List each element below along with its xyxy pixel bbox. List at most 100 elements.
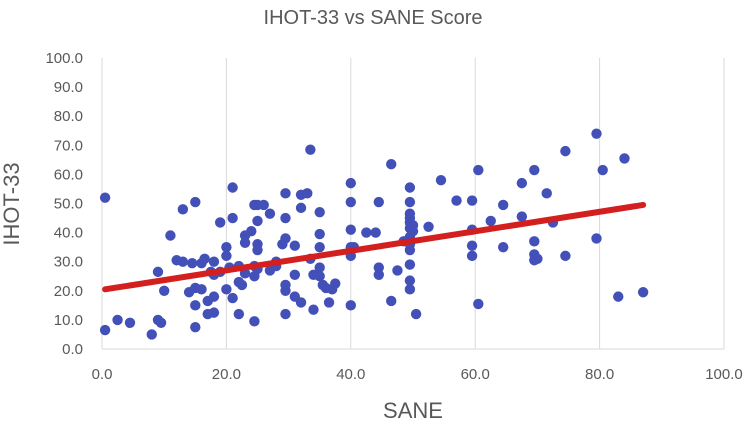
y-tick-label: 90.0 bbox=[54, 79, 83, 96]
data-point bbox=[227, 292, 238, 304]
data-point bbox=[280, 285, 291, 296]
y-tick-label: 40.0 bbox=[54, 225, 83, 242]
data-point bbox=[330, 278, 341, 289]
data-point bbox=[613, 291, 624, 302]
data-point bbox=[314, 207, 325, 218]
y-tick-label: 20.0 bbox=[54, 283, 83, 300]
data-point bbox=[233, 308, 245, 320]
data-point bbox=[124, 317, 136, 329]
data-point bbox=[227, 212, 238, 224]
data-point bbox=[252, 244, 263, 256]
data-point bbox=[370, 227, 381, 238]
data-point bbox=[529, 164, 540, 176]
data-point bbox=[529, 236, 540, 247]
data-point bbox=[404, 259, 416, 270]
x-tick-label: 40.0 bbox=[336, 366, 365, 383]
data-point bbox=[404, 244, 416, 256]
data-point bbox=[221, 250, 232, 262]
data-point bbox=[295, 297, 307, 308]
data-point bbox=[373, 262, 384, 273]
data-point bbox=[190, 196, 201, 208]
data-point bbox=[497, 199, 509, 211]
data-point bbox=[560, 250, 571, 262]
data-point bbox=[152, 266, 164, 278]
y-tick-label: 100.0 bbox=[45, 50, 83, 67]
data-point bbox=[410, 308, 422, 320]
data-point bbox=[404, 284, 416, 295]
data-point bbox=[516, 177, 528, 189]
data-point bbox=[221, 284, 232, 295]
data-point bbox=[451, 195, 462, 206]
data-point bbox=[239, 237, 251, 248]
data-point bbox=[597, 164, 608, 176]
data-point bbox=[208, 256, 220, 267]
data-point bbox=[637, 287, 649, 298]
data-point bbox=[619, 153, 630, 164]
data-point bbox=[280, 308, 291, 320]
data-point bbox=[466, 195, 478, 206]
data-point bbox=[314, 262, 325, 273]
x-tick-label: 100.0 bbox=[705, 366, 743, 383]
data-point bbox=[208, 307, 220, 318]
data-point bbox=[249, 316, 260, 327]
data-point bbox=[264, 208, 276, 219]
y-tick-label: 80.0 bbox=[54, 108, 83, 125]
data-point bbox=[314, 271, 325, 282]
data-point bbox=[305, 144, 316, 155]
data-point bbox=[466, 250, 478, 262]
y-tick-label: 50.0 bbox=[54, 196, 83, 213]
x-axis-title: SANE bbox=[383, 398, 443, 423]
x-tick-label: 0.0 bbox=[92, 366, 113, 383]
data-point bbox=[258, 199, 269, 211]
data-point bbox=[404, 182, 416, 193]
data-points bbox=[99, 128, 649, 340]
data-point bbox=[591, 233, 602, 244]
data-point bbox=[473, 164, 484, 176]
data-point bbox=[246, 225, 257, 237]
data-point bbox=[407, 225, 419, 237]
data-point bbox=[314, 241, 325, 253]
data-point bbox=[165, 230, 176, 241]
x-tick-label: 20.0 bbox=[212, 366, 241, 383]
data-point bbox=[280, 212, 291, 224]
data-point bbox=[280, 188, 291, 199]
data-point bbox=[541, 188, 552, 199]
y-tick-label: 0.0 bbox=[62, 341, 83, 358]
data-point bbox=[435, 175, 447, 186]
chart-title: IHOT-33 vs SANE Score bbox=[264, 7, 483, 29]
data-point bbox=[560, 145, 571, 157]
data-point bbox=[227, 182, 238, 193]
data-point bbox=[404, 196, 416, 208]
data-point bbox=[302, 188, 313, 199]
y-tick-label: 60.0 bbox=[54, 166, 83, 183]
data-point bbox=[323, 297, 335, 308]
data-point bbox=[532, 253, 543, 264]
data-point bbox=[295, 202, 307, 214]
data-point bbox=[345, 224, 356, 235]
data-point bbox=[99, 324, 111, 336]
data-point bbox=[466, 240, 478, 251]
data-point bbox=[289, 269, 301, 280]
data-point bbox=[236, 279, 248, 291]
y-axis-title: IHOT-33 bbox=[0, 162, 24, 245]
data-point bbox=[386, 295, 397, 307]
y-tick-labels: 0.0 10.0 20.0 30.0 40.0 50.0 60.0 70.0 80.0 90.0 1… bbox=[45, 50, 83, 358]
data-point bbox=[308, 304, 319, 315]
data-point bbox=[423, 221, 434, 232]
data-point bbox=[190, 321, 201, 333]
y-tick-label: 30.0 bbox=[54, 254, 83, 271]
data-point bbox=[345, 300, 356, 311]
data-point bbox=[497, 241, 509, 253]
data-point bbox=[373, 196, 384, 208]
y-tick-label: 70.0 bbox=[54, 137, 83, 154]
data-point bbox=[155, 317, 167, 329]
data-point bbox=[146, 329, 157, 340]
data-point bbox=[591, 128, 602, 139]
data-point bbox=[177, 204, 189, 215]
data-point bbox=[196, 284, 207, 295]
data-point bbox=[186, 257, 198, 269]
data-point bbox=[190, 300, 201, 311]
data-point bbox=[345, 177, 356, 189]
data-point bbox=[392, 265, 403, 276]
